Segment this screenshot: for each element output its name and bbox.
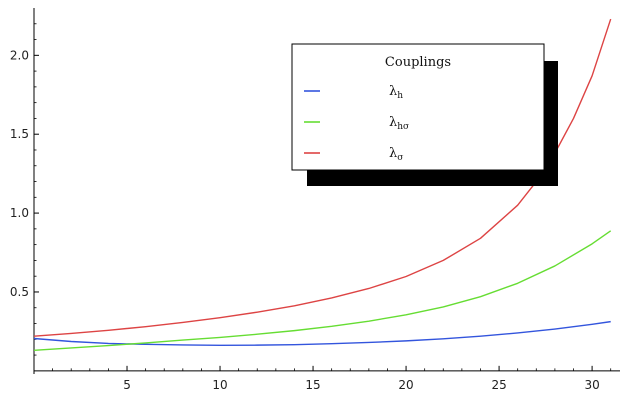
x-tick-label: 20 (398, 378, 413, 392)
x-tick-label: 30 (584, 378, 599, 392)
y-tick-label: 1.5 (10, 127, 29, 141)
series-line-1 (33, 320, 611, 346)
legend-title: Couplings (385, 55, 451, 70)
x-ticks: 5 10 15 20 25 30 (52, 365, 612, 392)
y-tick-label: 1.0 (10, 206, 29, 220)
x-tick-label: 25 (491, 378, 506, 392)
y-ticks: 0.5 1.0 1.5 2.0 (10, 23, 39, 356)
y-tick-label: 2.0 (10, 48, 29, 62)
x-tick-label: 10 (212, 378, 227, 392)
axes: 5 10 15 20 25 30 0.5 1.0 1.5 2.0 (10, 8, 620, 392)
x-tick-label: 15 (305, 378, 320, 392)
x-tick-label: 5 (123, 378, 131, 392)
y-tick-label: 0.5 (10, 285, 29, 299)
series-line-2 (33, 230, 612, 352)
legend-box (291, 43, 545, 171)
